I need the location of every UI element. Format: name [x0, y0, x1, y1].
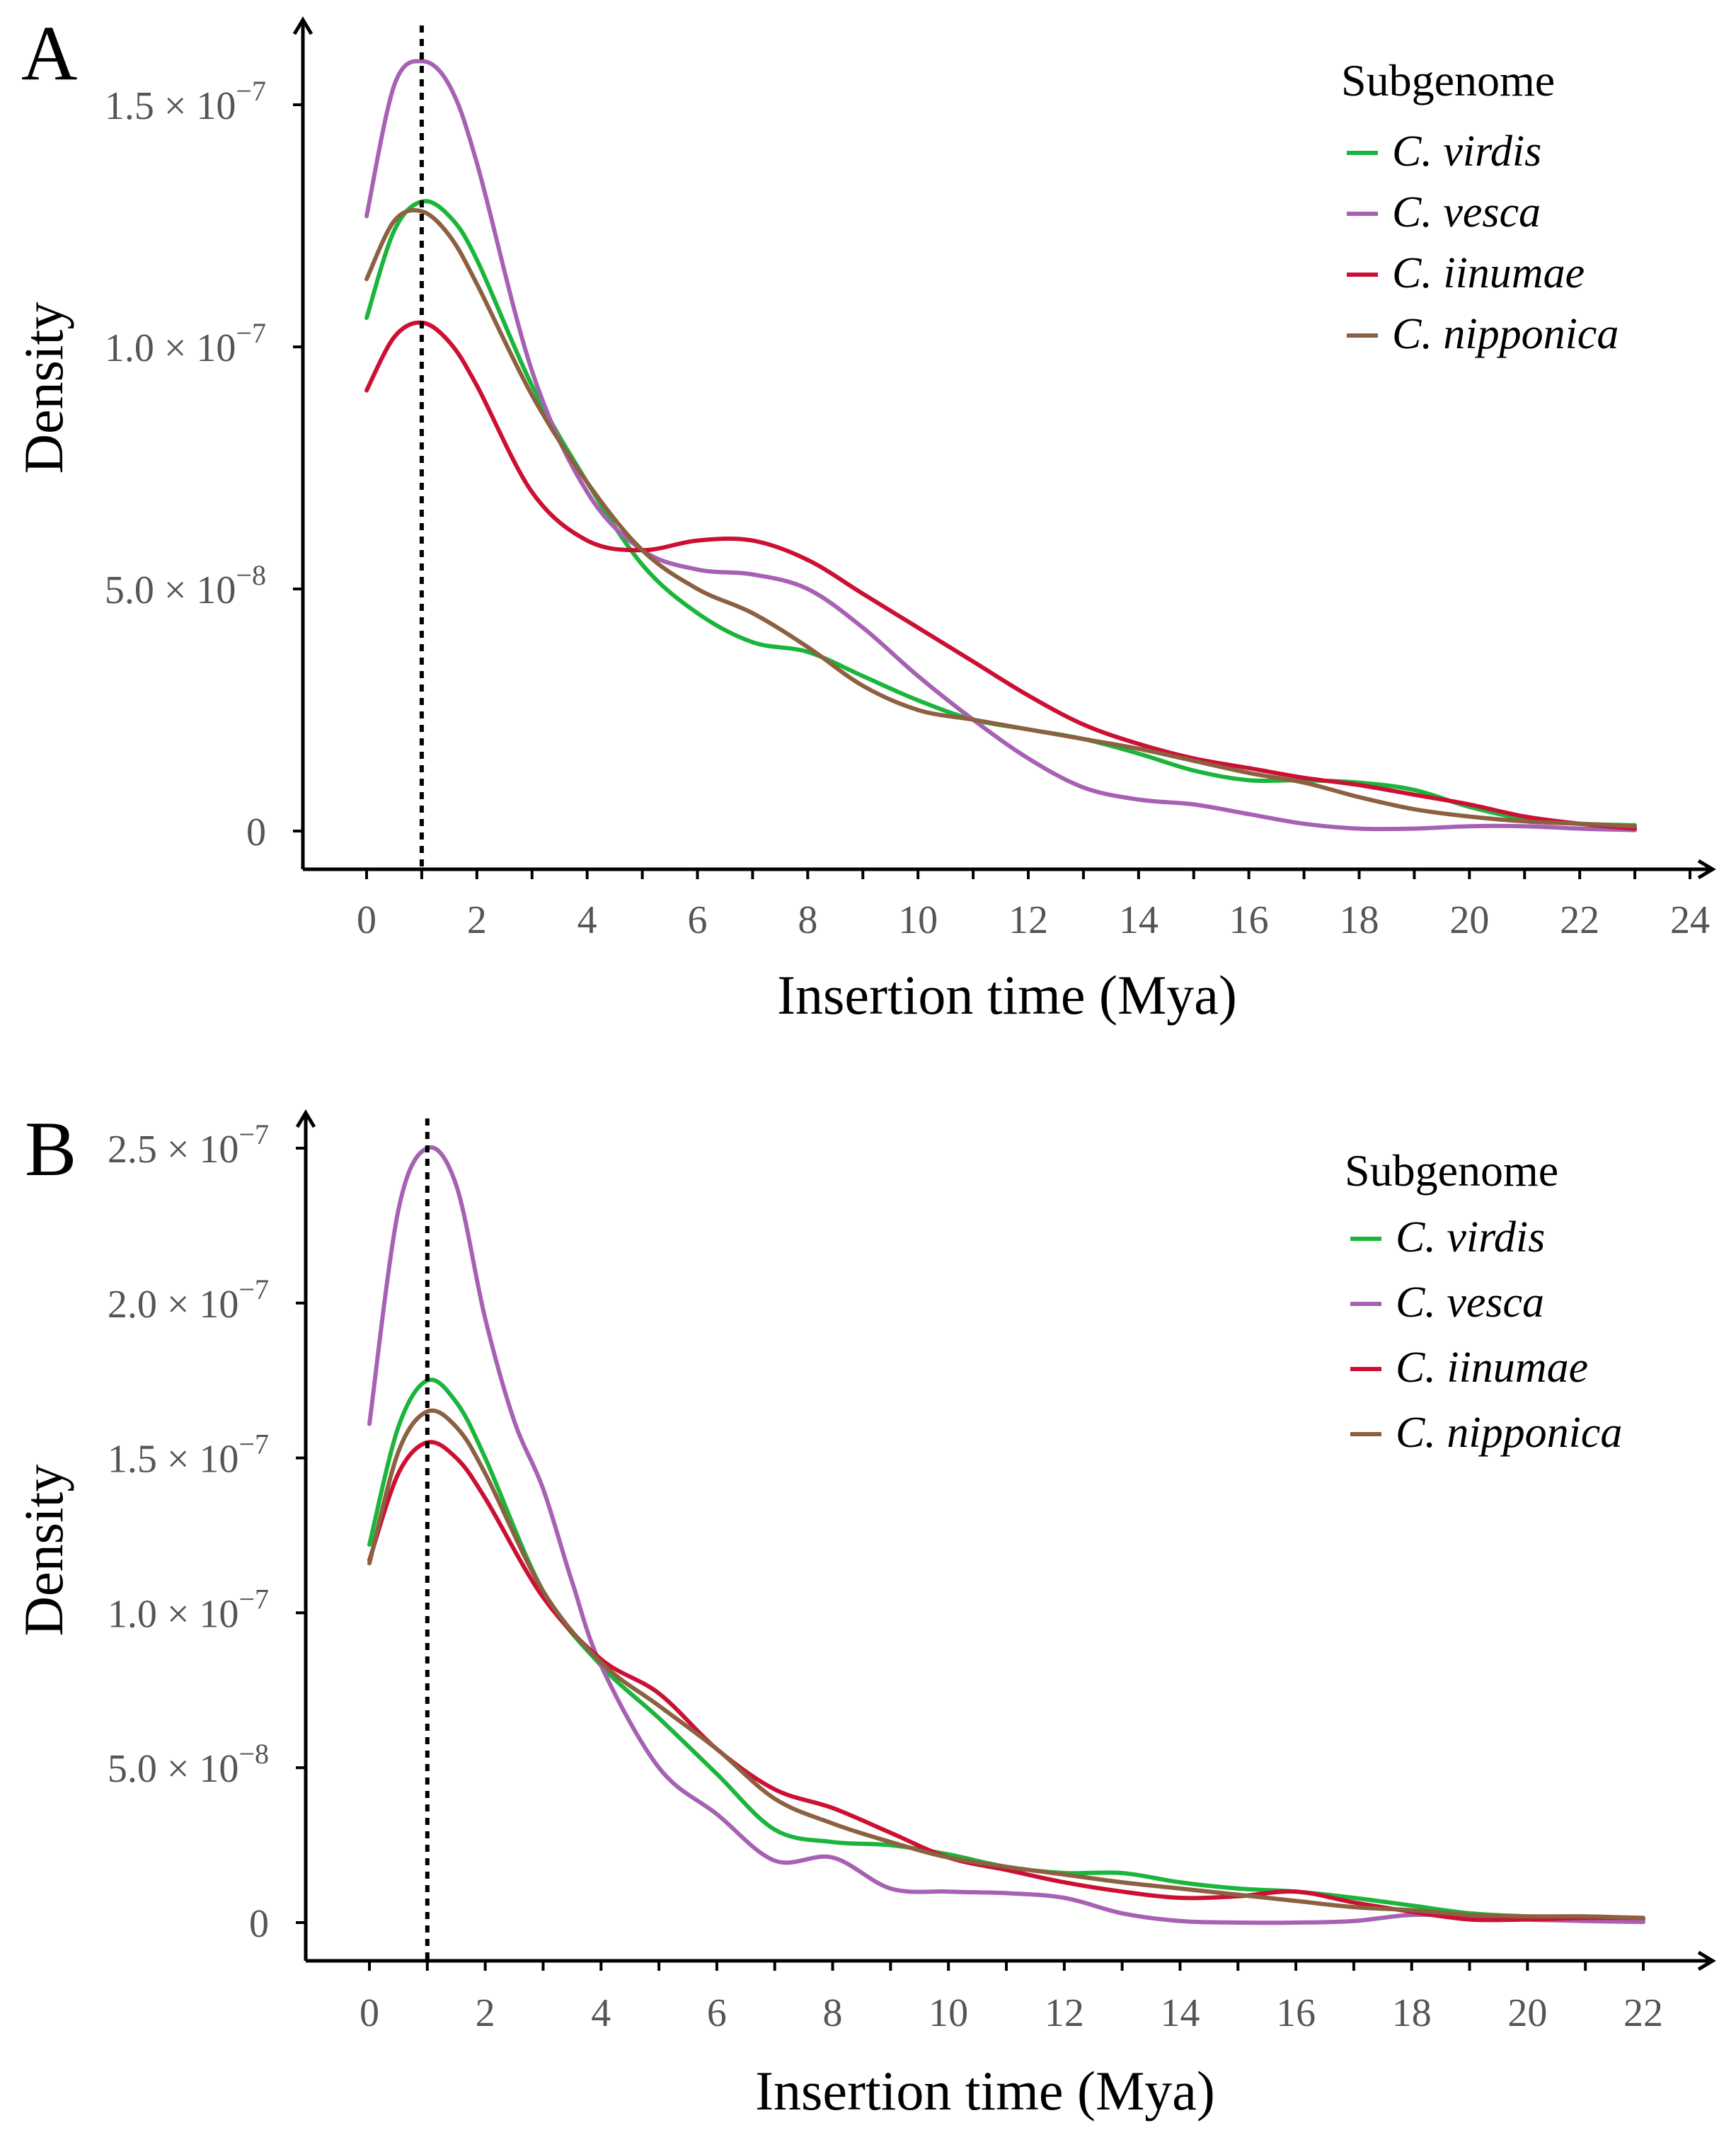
y-tick-mantissa: 1.5 × 10	[108, 1438, 239, 1482]
series-line-c-nipponica	[364, 207, 1638, 829]
y-axis-title: Density	[13, 302, 74, 474]
y-tick-label: 0	[249, 1902, 269, 1946]
y-tick-mantissa: 1.0 × 10	[108, 1592, 239, 1636]
panel-letter: B	[25, 1106, 76, 1192]
y-tick-mantissa: 5.0 × 10	[108, 1747, 239, 1791]
y-tick-exponent: −7	[238, 1118, 269, 1150]
y-tick-mantissa: 1.0 × 10	[105, 326, 236, 370]
x-tick-label: 20	[1449, 898, 1489, 942]
y-tick-mantissa: 1.5 × 10	[105, 84, 236, 128]
x-tick-label: 16	[1276, 1991, 1316, 2035]
series-line-c-vesca	[364, 59, 1638, 832]
series-line-c-nipponica	[367, 1408, 1645, 1920]
y-tick-label: 0	[246, 811, 266, 854]
series-line-c-iinumae	[364, 320, 1638, 831]
y-tick-label: 5.0 × 10−8	[105, 559, 266, 612]
series-line-c-virdis	[367, 1378, 1645, 1922]
legend-title: Subgenome	[1345, 1145, 1558, 1196]
y-tick-mantissa: 0	[246, 811, 266, 854]
y-tick-mantissa: 2.5 × 10	[108, 1128, 239, 1172]
y-tick-label: 1.0 × 10−7	[105, 317, 266, 370]
x-tick-label: 14	[1119, 898, 1159, 942]
x-tick-label: 8	[823, 1991, 843, 2035]
legend: Subgenome C. virdis C. vesca C. iinumae C. n…	[1345, 1145, 1622, 1457]
legend-label: C. virdis	[1396, 1213, 1545, 1261]
y-tick-exponent: −8	[238, 1738, 269, 1770]
x-tick-label: 6	[707, 1991, 727, 2035]
x-tick-label: 10	[898, 898, 938, 942]
x-tick-label: 4	[591, 1991, 611, 2035]
x-tick-label: 20	[1507, 1991, 1547, 2035]
x-tick-label: 18	[1340, 898, 1379, 942]
x-tick-label: 22	[1560, 898, 1599, 942]
y-axis-title: Density	[13, 1465, 74, 1637]
x-tick-label: 12	[1008, 898, 1048, 942]
y-axis-arrow	[295, 1109, 316, 1128]
y-tick-exponent: −7	[238, 1583, 269, 1615]
panel-letter: A	[21, 10, 77, 96]
y-tick-label: 1.0 × 10−7	[108, 1583, 269, 1636]
legend-label: C. iinumae	[1396, 1344, 1588, 1392]
legend-label: C. nipponica	[1396, 1409, 1622, 1457]
x-axis-title: Insertion time (Mya)	[755, 2060, 1215, 2122]
legend: Subgenome C. virdis C. vesca C. iinumae C. n…	[1341, 55, 1619, 358]
x-axis-arrow	[1697, 859, 1716, 880]
y-tick-label: 5.0 × 10−8	[108, 1738, 269, 1791]
x-tick-label: 0	[357, 898, 376, 942]
legend-label: C. virdis	[1392, 127, 1541, 176]
series-line-c-iinumae	[367, 1440, 1645, 1923]
x-axis-arrow	[1697, 1950, 1716, 1971]
x-tick-label: 12	[1045, 1991, 1084, 2035]
y-tick-mantissa: 0	[249, 1902, 269, 1946]
legend-title: Subgenome	[1341, 55, 1555, 105]
x-tick-label: 6	[688, 898, 708, 942]
x-tick-label: 16	[1229, 898, 1269, 942]
x-axis-title: Insertion time (Mya)	[777, 964, 1237, 1026]
series-line-c-virdis	[364, 199, 1638, 828]
y-tick-label: 1.5 × 10−7	[108, 1428, 269, 1482]
x-tick-label: 10	[929, 1991, 968, 2035]
x-tick-label: 8	[798, 898, 817, 942]
y-tick-mantissa: 2.0 × 10	[108, 1283, 239, 1327]
y-tick-exponent: −8	[236, 559, 266, 591]
y-tick-label: 2.0 × 10−7	[108, 1273, 269, 1327]
x-tick-label: 18	[1392, 1991, 1432, 2035]
y-tick-exponent: −7	[238, 1273, 269, 1305]
x-tick-label: 0	[360, 1991, 379, 2035]
y-tick-exponent: −7	[238, 1428, 269, 1460]
series-line-c-vesca	[367, 1145, 1645, 1925]
x-tick-label: 4	[577, 898, 597, 942]
legend-label: C. iinumae	[1392, 249, 1585, 297]
x-tick-label: 22	[1623, 1991, 1663, 2035]
x-tick-label: 24	[1670, 898, 1710, 942]
y-tick-label: 2.5 × 10−7	[108, 1118, 269, 1172]
y-tick-exponent: −7	[236, 75, 266, 107]
x-tick-label: 14	[1160, 1991, 1200, 2035]
legend-label: C. nipponica	[1392, 310, 1619, 358]
y-tick-mantissa: 5.0 × 10	[105, 568, 236, 612]
x-tick-label: 2	[467, 898, 487, 942]
x-tick-label: 2	[476, 1991, 495, 2035]
legend-label: C. vesca	[1396, 1278, 1544, 1327]
y-axis-arrow	[292, 16, 314, 35]
y-tick-label: 1.5 × 10−7	[105, 75, 266, 128]
y-tick-exponent: −7	[236, 317, 266, 349]
legend-label: C. vesca	[1392, 188, 1541, 236]
